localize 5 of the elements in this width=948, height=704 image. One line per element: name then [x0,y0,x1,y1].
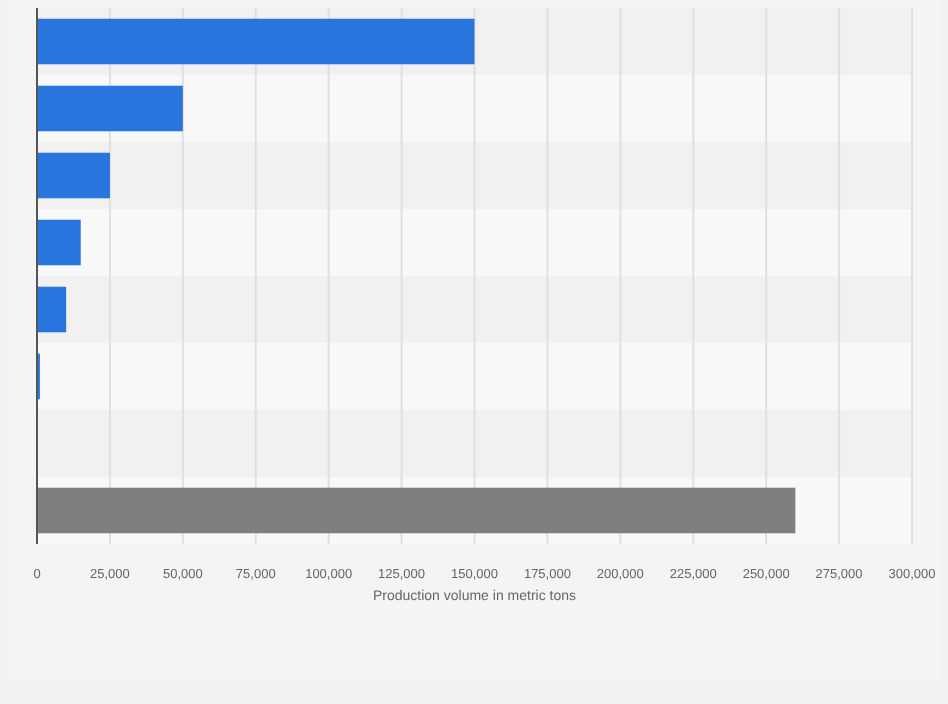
bar [37,18,475,65]
bar [37,286,67,333]
bar [37,219,81,266]
bar [37,85,183,132]
bar [37,152,110,199]
